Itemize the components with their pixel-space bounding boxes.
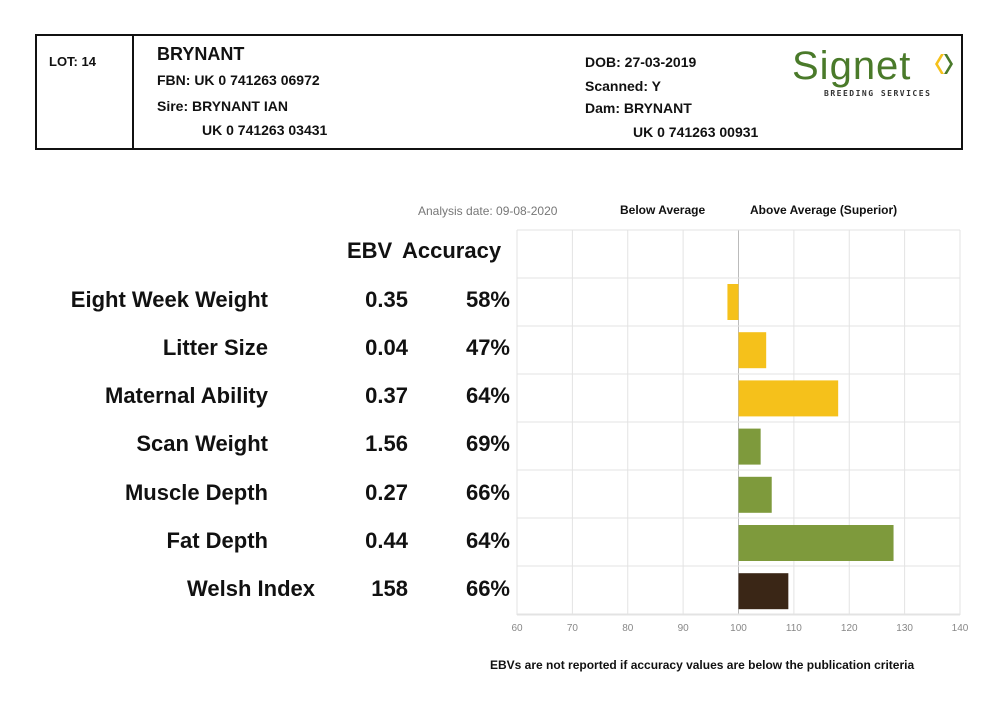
x-tick-label: 130 (896, 623, 913, 634)
x-tick-label: 120 (841, 623, 858, 634)
x-tick-label: 70 (567, 623, 579, 634)
x-tick-label: 100 (730, 623, 747, 634)
bar-eight-week-weight (727, 284, 739, 320)
x-tick-label: 90 (678, 623, 690, 634)
signet-logo: Signet BREEDING SERVICES (792, 44, 953, 104)
animal-header: LOT: 14 BRYNANT FBN: UK 0 741263 06972 S… (35, 34, 963, 150)
bar-fat-depth (738, 525, 894, 561)
sire-id: UK 0 741263 03431 (202, 122, 328, 138)
accuracy-value: 64% (465, 383, 510, 408)
trait-label: Eight Week Weight (70, 287, 268, 312)
footnote: EBVs are not reported if accuracy values… (490, 658, 915, 672)
accuracy-value: 69% (465, 431, 510, 456)
dam: Dam: BRYNANT (585, 100, 692, 116)
logo-subtitle: BREEDING SERVICES (824, 89, 932, 98)
trait-label: Muscle Depth (124, 480, 268, 505)
accuracy-value: 47% (465, 335, 510, 360)
ebv-value: 0.44 (365, 528, 408, 553)
dob: DOB: 27-03-2019 (585, 54, 697, 70)
trait-label: Fat Depth (166, 528, 268, 553)
trait-label: Litter Size (162, 335, 268, 360)
ebv-value: 0.04 (365, 335, 408, 360)
col-accuracy-header: Accuracy (402, 238, 502, 263)
ebv-value: 1.56 (365, 431, 408, 456)
x-tick-label: 80 (622, 623, 634, 634)
fbn: FBN: UK 0 741263 06972 (157, 72, 320, 88)
header-divider (132, 36, 134, 148)
ebv-value: 0.35 (365, 287, 408, 312)
col-ebv-header: EBV (347, 238, 393, 263)
ebv-value: 0.27 (365, 480, 408, 505)
analysis-date: Analysis date: 09-08-2020 (418, 204, 558, 218)
sire: Sire: BRYNANT IAN (157, 98, 288, 114)
accuracy-value: 58% (465, 287, 510, 312)
trait-label: Welsh Index (187, 576, 315, 601)
below-average-label: Below Average (620, 203, 706, 217)
bar-scan-weight (738, 428, 761, 465)
logo-chevron-icon (935, 54, 953, 74)
accuracy-value: 66% (465, 480, 510, 505)
x-tick-label: 110 (786, 623, 802, 634)
bar-litter-size (738, 332, 767, 369)
trait-label: Scan Weight (136, 431, 268, 456)
ebv-value: 0.37 (365, 383, 408, 408)
bar-welsh-index (738, 573, 789, 610)
scanned: Scanned: Y (585, 78, 661, 94)
bar-muscle-depth (738, 476, 772, 513)
lot-number: LOT: 14 (49, 54, 96, 69)
trait-label: Maternal Ability (105, 383, 268, 408)
logo-word: Signet (792, 44, 912, 88)
x-tick-label: 140 (952, 623, 969, 634)
x-tick-label: 60 (511, 623, 523, 634)
accuracy-value: 66% (465, 576, 510, 601)
animal-name: BRYNANT (157, 44, 245, 64)
ebv-value: 158 (371, 576, 408, 601)
accuracy-value: 64% (465, 528, 510, 553)
bar-maternal-ability (738, 380, 839, 417)
dam-id: UK 0 741263 00931 (633, 124, 759, 140)
above-average-label: Above Average (Superior) (750, 203, 898, 217)
